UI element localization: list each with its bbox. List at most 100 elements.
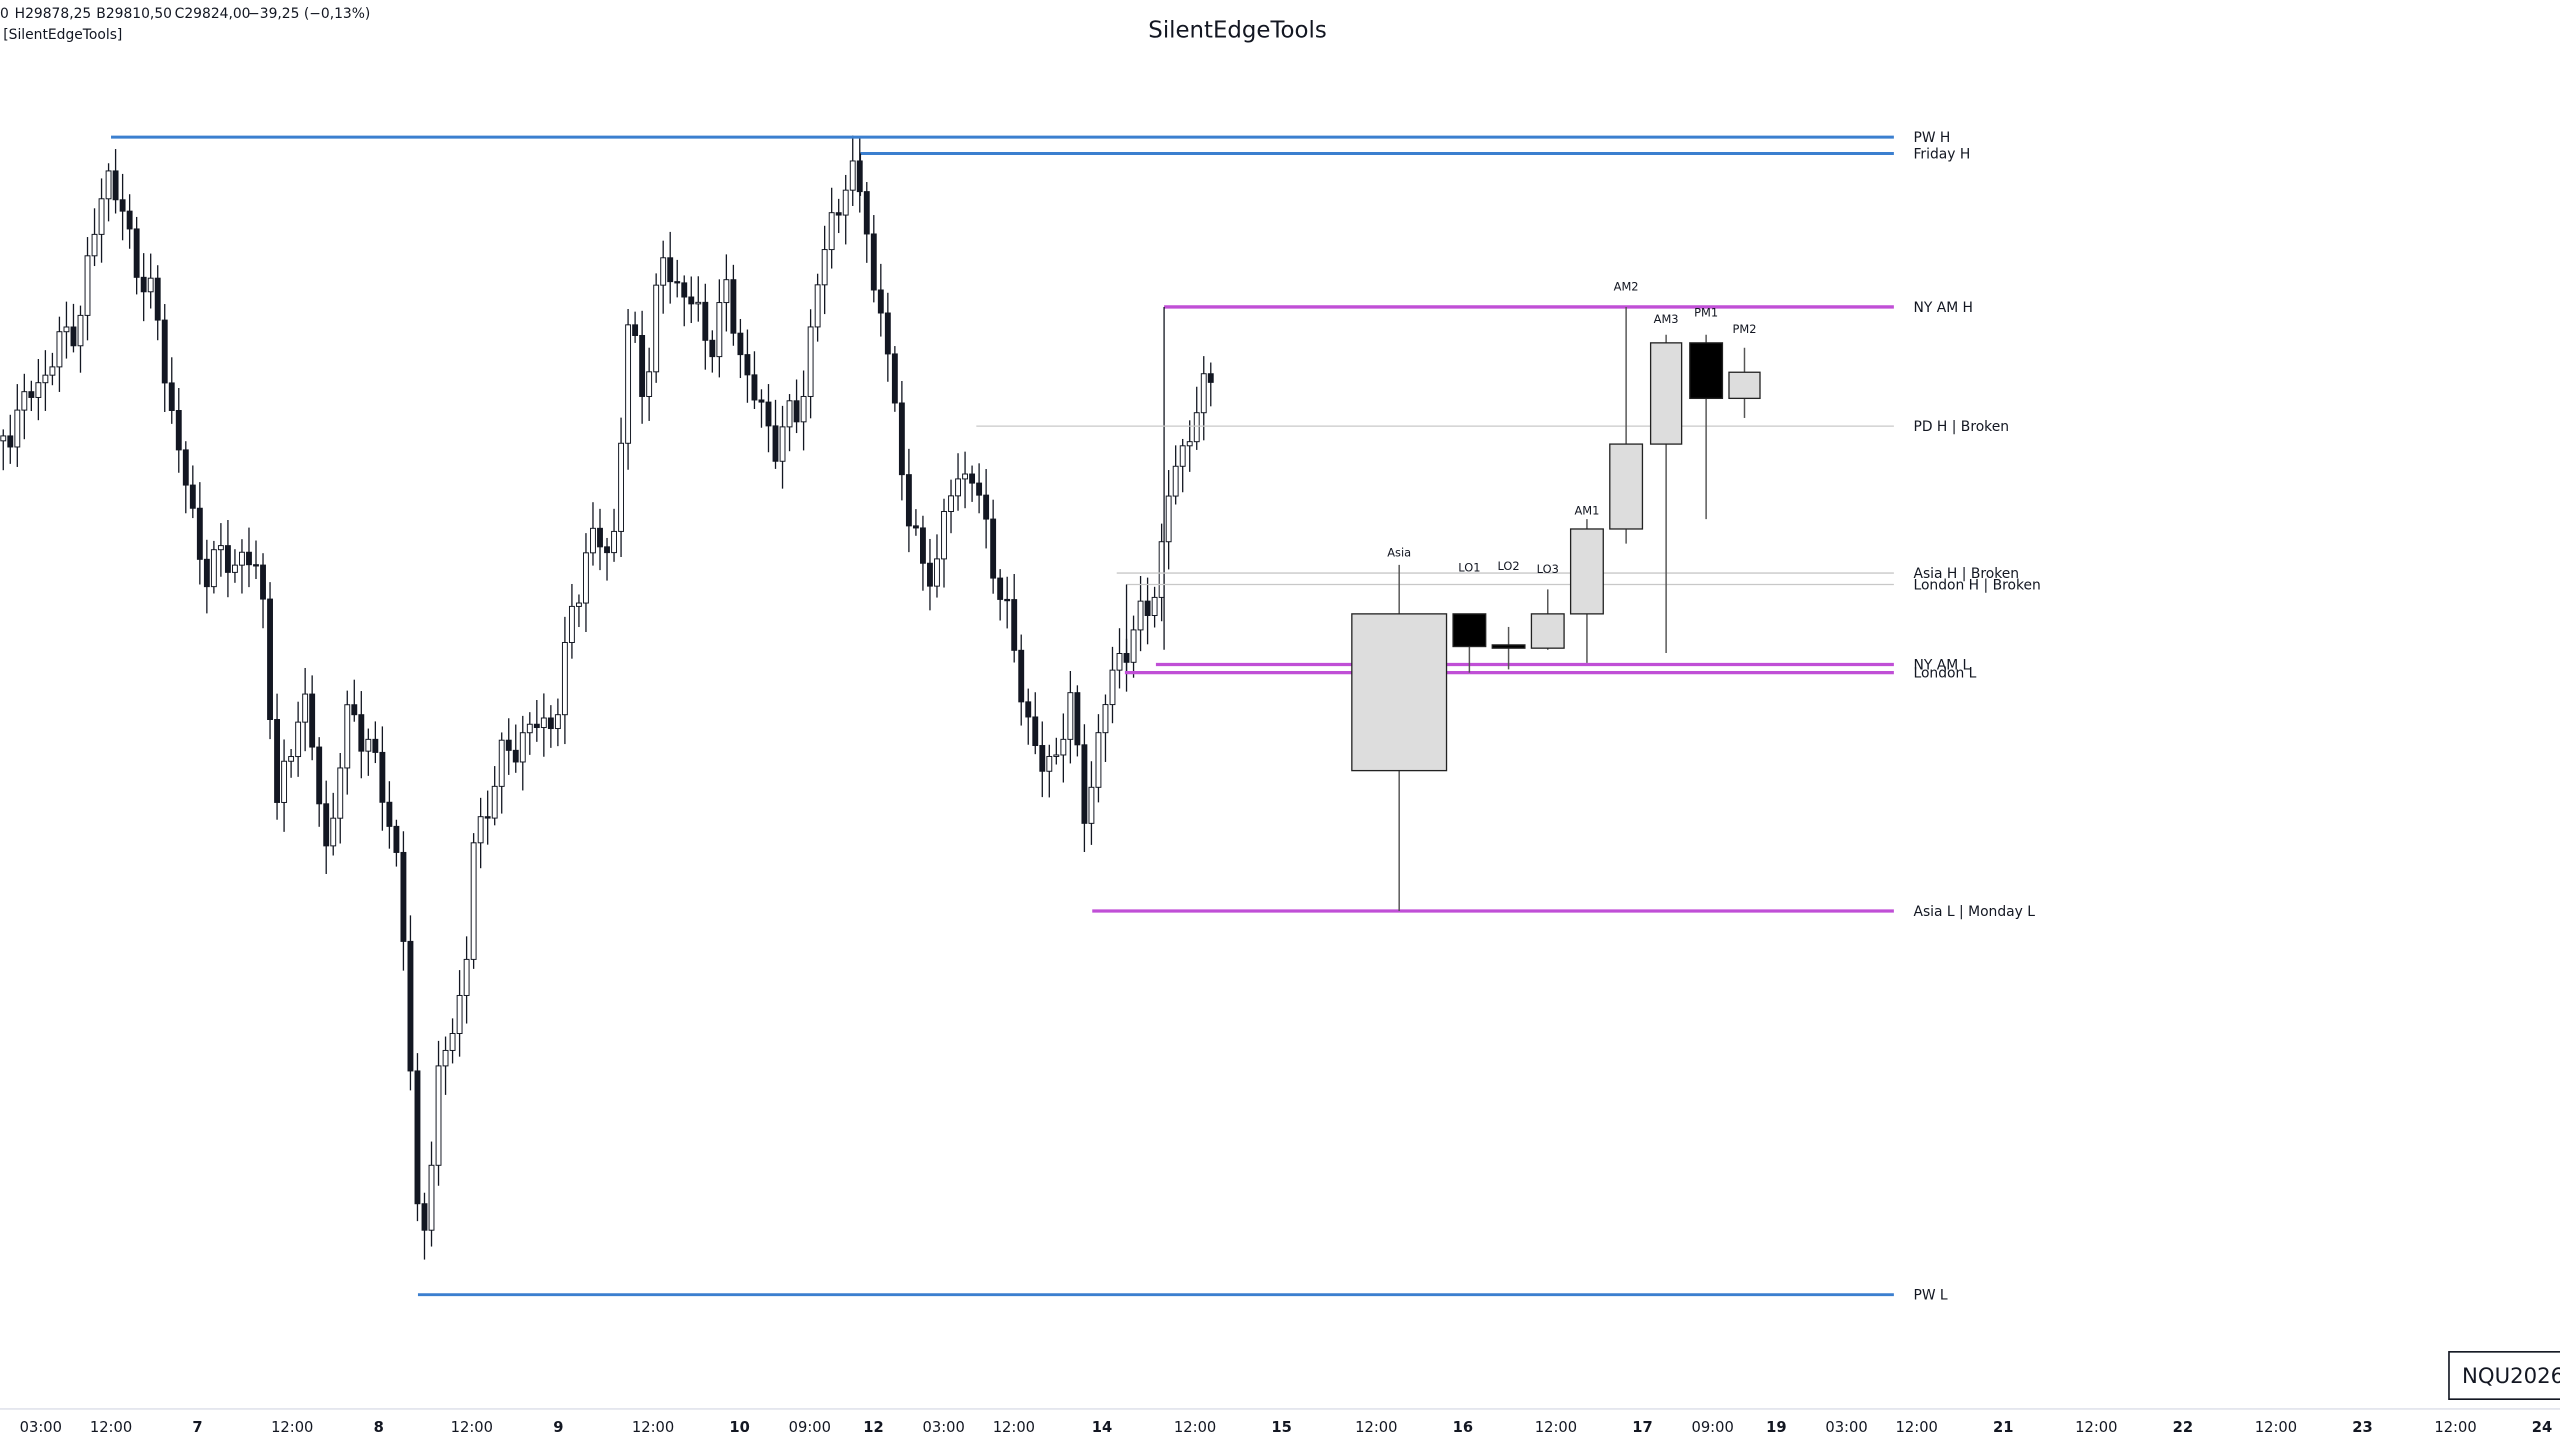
candle-body <box>210 549 217 588</box>
candle-body <box>997 577 1004 600</box>
candle-body <box>1207 373 1214 383</box>
candle-body <box>934 558 940 587</box>
time-label: 10 <box>729 1419 749 1436</box>
candle-body <box>84 255 91 316</box>
candle-body <box>302 693 309 723</box>
candle-body <box>568 605 575 644</box>
time-label: 9 <box>553 1419 563 1436</box>
session-label: LO1 <box>1458 560 1480 574</box>
candle-body <box>1032 716 1039 747</box>
time-label: 7 <box>192 1419 202 1436</box>
candle-body <box>35 382 42 398</box>
candle-body <box>49 366 56 376</box>
candle-body <box>990 518 997 579</box>
candle-body <box>835 212 842 216</box>
time-label: 12:00 <box>1535 1419 1577 1436</box>
candle-body <box>955 478 961 497</box>
candle-body <box>1081 744 1088 824</box>
session-label: Asia <box>1387 546 1411 560</box>
candle-body <box>498 739 505 787</box>
candle-body <box>765 401 772 427</box>
candle-body <box>1144 600 1151 617</box>
level-label: London L <box>1913 666 1976 682</box>
level-label: PW L <box>1913 1288 1947 1304</box>
candle-body <box>1193 412 1200 443</box>
candle-body <box>112 170 119 201</box>
candle-body <box>561 642 568 716</box>
ohlc-value: −39,25 (−0,13%) <box>248 6 370 22</box>
candle-body <box>1004 598 1011 602</box>
candle-body <box>737 332 744 356</box>
session-label: AM2 <box>1614 280 1639 294</box>
candle-body <box>77 314 84 347</box>
candle-body <box>905 474 912 527</box>
candle-body <box>1165 495 1172 543</box>
candle-body <box>849 160 856 191</box>
candle-body <box>800 395 807 423</box>
candle-body <box>323 803 330 847</box>
time-label: 09:00 <box>789 1419 831 1436</box>
candle-body <box>1102 704 1109 734</box>
candle-body <box>309 693 316 748</box>
candle-body <box>702 301 709 341</box>
time-label: 12:00 <box>2075 1419 2117 1436</box>
candle-body <box>365 738 372 752</box>
session-label: PM2 <box>1732 322 1756 336</box>
candle-body <box>695 301 702 305</box>
candle-body <box>70 326 77 347</box>
candle-body <box>576 602 582 607</box>
candle-body <box>667 257 674 283</box>
candle-body <box>948 495 954 512</box>
candle-body <box>807 326 814 397</box>
candle-body <box>1018 649 1025 703</box>
level-label: Asia H | Broken <box>1913 566 2019 582</box>
time-label: 15 <box>1271 1419 1291 1436</box>
ohlc-value: H29878,25 <box>15 6 92 22</box>
candle-body <box>877 289 884 314</box>
candle-body <box>1179 445 1186 467</box>
level-label: Asia L | Monday L <box>1913 904 2035 920</box>
candle-body <box>681 282 688 298</box>
candle-body <box>716 302 723 358</box>
candle-body <box>274 719 280 803</box>
time-label: 12:00 <box>1896 1419 1938 1436</box>
candle-body <box>709 339 716 358</box>
candle-body <box>484 816 491 819</box>
candle-body <box>540 717 547 729</box>
candle-body <box>491 785 498 819</box>
time-label: 12:00 <box>993 1419 1035 1436</box>
session-body <box>1351 613 1448 772</box>
session-body <box>1609 443 1644 530</box>
candle-body <box>91 233 98 257</box>
candle-body <box>119 199 126 212</box>
time-label: 12:00 <box>451 1419 493 1436</box>
symbol-label[interactable]: NQU2026 <box>2462 1364 2560 1389</box>
time-label: 23 <box>2352 1419 2372 1436</box>
candle-body <box>393 825 400 853</box>
indicator-name: [SilentEdgeTools] <box>3 27 122 43</box>
candle-body <box>772 425 779 462</box>
candle-body <box>814 284 821 328</box>
time-label: 16 <box>1453 1419 1473 1436</box>
candle-body <box>1095 732 1102 788</box>
candle-body <box>267 598 273 720</box>
candle-body <box>288 756 295 762</box>
price-candles <box>0 135 1214 1260</box>
candle-body <box>639 335 646 397</box>
ohlc-header: 0 H29878,25 B29810,50 C29824,00−39,25 (−0,1… <box>0 6 370 22</box>
candle-body <box>161 319 168 384</box>
candle-body <box>554 714 561 730</box>
level-label: London H | Broken <box>1913 577 2040 593</box>
candle-body <box>793 400 800 423</box>
candle-body <box>14 409 21 448</box>
candle-body <box>463 958 470 996</box>
session-label: AM3 <box>1654 312 1679 326</box>
candle-body <box>28 391 35 398</box>
time-label: 03:00 <box>923 1419 965 1436</box>
candle-body <box>358 714 365 752</box>
candle-body <box>688 296 695 305</box>
candle-body <box>470 842 477 960</box>
symbol-box[interactable] <box>2448 1351 2560 1400</box>
